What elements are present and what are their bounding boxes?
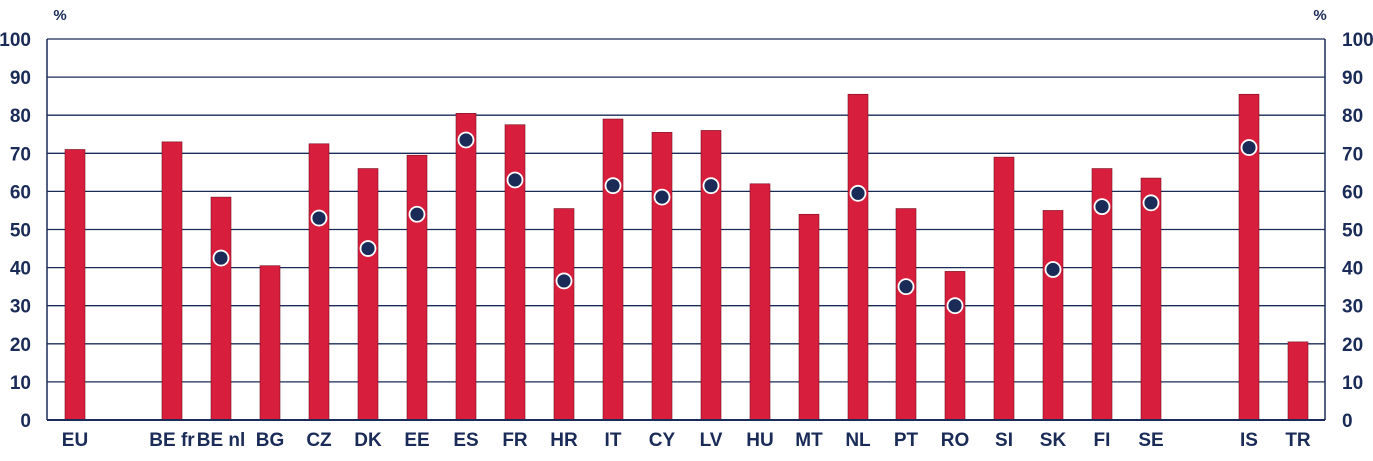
x-category-label: EE [404,430,429,451]
dot-point [457,131,475,149]
x-category-label: IT [605,430,622,451]
dot-series [212,131,1258,315]
x-category-label: FR [502,430,528,451]
y-tick-label-right: 80 [1342,106,1363,127]
dot-point [1093,198,1111,216]
dot-point [1044,261,1062,278]
y-unit-left: % [53,7,66,24]
bar [64,149,86,421]
x-category-label: DK [354,430,382,451]
dot-point [408,205,426,223]
y-tick-label-left: 80 [10,106,31,127]
bar [993,156,1015,421]
y-tick-label-right: 100 [1342,30,1373,51]
dot-point [604,177,622,195]
x-category-label: SI [995,430,1013,451]
bar [895,208,917,421]
bar [1140,177,1162,421]
dot-point [702,177,720,195]
x-category-label: PT [894,430,919,451]
bar [798,213,820,421]
x-category-label: HR [550,430,578,451]
y-tick-label-left: 10 [10,373,31,394]
bar [553,208,575,421]
dot-point [555,272,573,290]
x-category-label: NL [845,430,871,451]
dot-point [897,278,915,296]
y-tick-label-left: 40 [10,259,31,280]
axes [46,39,1326,421]
y-tick-label-left: 50 [10,221,31,242]
x-category-label: MT [795,430,823,451]
y-tick-label-right: 90 [1342,68,1363,89]
dot-point [359,240,377,257]
y-tick-label-left: 100 [0,30,31,51]
y-tick-label-right: 60 [1342,182,1363,203]
x-axis-categories: EU BE fr BE nl BG CZ DK EE ES FR HR IT CY LV HU MT NL PT… [62,430,1311,451]
bar [651,132,673,421]
dot-point [1240,139,1258,156]
x-category-label: SE [1138,430,1163,451]
y-tick-label-right: 40 [1342,259,1363,280]
bar [749,183,771,421]
y-tick-label-right: 50 [1342,221,1363,242]
y-tick-label-right: 20 [1342,335,1363,356]
x-category-label: SK [1040,430,1067,451]
dot-point [653,188,671,206]
y-tick-label-left: 0 [20,411,31,432]
bar-series [64,93,1309,421]
dot-point [506,171,524,189]
x-category-label: CZ [306,430,332,451]
x-category-label: FI [1094,430,1111,451]
bar [406,154,428,421]
x-category-label: HU [746,430,773,451]
bar [259,265,281,421]
y-tick-label-left: 60 [10,182,31,203]
bar [700,130,722,421]
bar [1042,210,1064,421]
x-category-label: BG [256,430,285,451]
y-tick-label-right: 70 [1342,144,1363,165]
x-category-label: RO [941,430,970,451]
y-tick-label-left: 20 [10,335,31,356]
y-tick-label-right: 0 [1342,411,1353,432]
dot-point [946,297,964,315]
x-category-label: BE fr [149,430,195,451]
bar [944,271,966,421]
x-category-label: TR [1285,430,1311,451]
bar [161,141,183,421]
dot-point [310,209,328,227]
bar [847,93,869,421]
y-tick-label-left: 90 [10,68,31,89]
bar [504,124,526,421]
dot-point [1142,194,1160,212]
bar [210,196,232,421]
dot-point [212,249,230,267]
bar [602,118,624,421]
x-category-label: IS [1240,430,1258,451]
x-category-label: ES [453,430,478,451]
y-axis-right-ticks: 0 10 20 30 40 50 60 70 80 90 100 [1342,30,1373,432]
y-tick-label-left: 30 [10,297,31,318]
x-category-label: BE nl [197,430,246,451]
y-tick-label-right: 30 [1342,297,1363,318]
y-tick-label-right: 10 [1342,373,1363,394]
x-category-label: EU [62,430,88,451]
y-tick-label-left: 70 [10,144,31,165]
bar [1287,341,1309,421]
bar [357,168,379,421]
y-unit-right: % [1313,7,1326,24]
x-category-label: LV [700,430,723,451]
x-category-label: CY [649,430,676,451]
gridlines [47,38,1325,383]
dot-point [849,184,867,202]
bar [455,112,477,421]
y-axis-left-ticks: 0 10 20 30 40 50 60 70 80 90 100 [0,30,31,432]
bar [308,143,330,421]
